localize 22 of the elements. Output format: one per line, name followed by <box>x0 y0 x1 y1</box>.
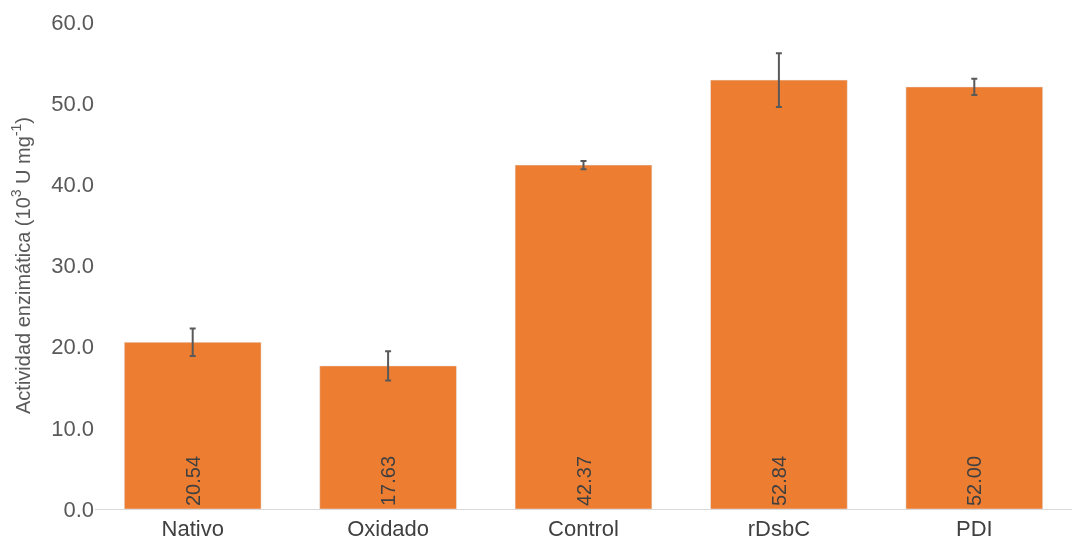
bar <box>514 164 653 509</box>
y-tick-label: 30.0 <box>51 253 94 279</box>
data-label: 52.84 <box>767 455 790 506</box>
data-label: 52.00 <box>963 455 986 506</box>
x-tick-label: Nativo <box>161 516 224 542</box>
bar <box>319 365 457 509</box>
x-tick-label: rDsbC <box>747 516 811 542</box>
bar <box>710 79 848 509</box>
y-tick-label: 10.0 <box>51 415 94 441</box>
x-tick-label: Control <box>548 516 619 542</box>
y-tick-label: 40.0 <box>51 172 94 198</box>
y-tick-label: 60.0 <box>51 9 94 35</box>
y-tick-label: 20.0 <box>51 334 94 360</box>
y-tick-label: 50.0 <box>51 90 94 116</box>
data-label: 17.63 <box>377 455 400 506</box>
bar <box>124 342 262 509</box>
x-tick-label: Oxidado <box>347 516 430 542</box>
x-tick-label: PDI <box>955 516 993 542</box>
data-label: 42.37 <box>572 455 595 506</box>
bar <box>905 86 1043 509</box>
data-label: 20.54 <box>181 455 204 506</box>
y-tick-label: 0.0 <box>63 496 94 522</box>
